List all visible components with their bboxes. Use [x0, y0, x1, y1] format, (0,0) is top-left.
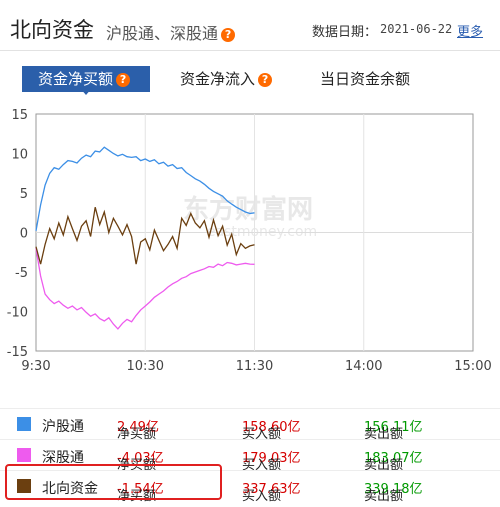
sell-amount: 卖出额 183.07亿	[364, 447, 423, 473]
y-tick-label: -15	[7, 345, 28, 360]
row-divider	[0, 408, 500, 409]
help-icon[interactable]: ?	[221, 28, 236, 42]
legend-row-north: 北向资金 净买额 -1.54亿 买入额 337.63亿 卖出额 339.18亿	[0, 471, 500, 504]
net-label-text: 净买额	[117, 489, 157, 504]
sell-value: 183.07亿	[364, 451, 423, 466]
net-buy-value: -1.54亿	[117, 482, 164, 497]
legend-name: 深股通	[42, 450, 84, 466]
header: 北向资金 沪股通、深股通? 数据日期： 2021-06-22 更多	[0, 0, 500, 52]
active-tab-caret	[80, 88, 92, 95]
buy-value: 337.63亿	[242, 482, 301, 497]
legend-swatch-hgt	[17, 417, 31, 431]
tab-label: 当日资金余额	[320, 70, 411, 88]
buy-amount: 买入额 158.60亿	[242, 416, 301, 442]
tab-net-buy[interactable]: 资金净买额?	[22, 66, 150, 92]
legend-row-hgt: 沪股通 净买额 2.49亿 买入额 158.60亿 卖出额 156.11亿	[0, 409, 500, 442]
legend-row-sgt: 深股通 净买额 -4.03亿 买入额 179.03亿 卖出额 183.07亿	[0, 440, 500, 473]
buy-label-text: 买入额	[242, 489, 282, 504]
data-date: 2021-06-22	[380, 22, 453, 36]
series-line-2	[35, 248, 255, 330]
sell-amount: 卖出额 339.18亿	[364, 478, 423, 504]
sell-label-text: 卖出额	[364, 458, 404, 473]
y-tick-label: -10	[7, 306, 28, 321]
sell-amount: 卖出额 156.11亿	[364, 416, 423, 442]
row-divider	[0, 470, 500, 471]
series-line-1	[35, 146, 255, 232]
series-line-3	[35, 207, 255, 265]
help-icon[interactable]: ?	[116, 73, 131, 87]
net-buy-label: 净买额 2.49亿	[117, 416, 159, 442]
y-tick-label: 0	[20, 227, 28, 242]
net-label-text: 净买额	[117, 427, 157, 442]
buy-amount: 买入额 179.03亿	[242, 447, 301, 473]
page-title: 北向资金	[10, 18, 94, 42]
highlight-box	[5, 464, 222, 500]
sell-label-text: 卖出额	[364, 489, 404, 504]
more-link[interactable]: 更多	[457, 25, 484, 40]
buy-amount: 买入额 337.63亿	[242, 478, 301, 504]
y-tick-label: 15	[11, 108, 28, 123]
buy-label-text: 买入额	[242, 427, 282, 442]
legend-swatch-sgt	[17, 448, 31, 462]
tab-label: 资金净买额	[38, 70, 114, 88]
date-label: 数据日期：	[312, 25, 378, 40]
y-tick-label: 10	[11, 148, 28, 163]
y-tick-label: 5	[20, 187, 28, 202]
net-buy-label: 净买额 -1.54亿	[117, 478, 164, 504]
x-tick-label: 10:30	[127, 359, 164, 374]
tab-daily-balance[interactable]: 当日资金余额	[320, 66, 410, 92]
legend-swatch-north	[17, 479, 31, 493]
tab-bar: 资金净买额? 资金净流入? 当日资金余额	[0, 62, 500, 96]
x-tick-label: 11:30	[236, 359, 273, 374]
tab-net-inflow[interactable]: 资金净流入?	[180, 66, 273, 92]
sell-value: 156.11亿	[364, 420, 423, 435]
x-tick-label: 15:00	[454, 359, 491, 374]
net-buy-value: -4.03亿	[117, 451, 164, 466]
buy-value: 158.60亿	[242, 420, 301, 435]
subtitle-text: 沪股通、深股通	[106, 24, 219, 43]
buy-value: 179.03亿	[242, 451, 301, 466]
legend-name: 沪股通	[42, 419, 84, 435]
net-buy-value: 2.49亿	[117, 420, 159, 435]
sell-label-text: 卖出额	[364, 427, 404, 442]
help-icon[interactable]: ?	[258, 73, 273, 87]
legend-name: 北向资金	[42, 481, 98, 497]
header-divider	[0, 50, 500, 51]
tab-label: 资金净流入	[180, 70, 256, 88]
x-tick-label: 9:30	[21, 359, 50, 374]
watermark-text: 东方财富网	[183, 194, 313, 225]
row-divider	[0, 439, 500, 440]
y-tick-label: -5	[15, 266, 28, 281]
x-tick-label: 14:00	[345, 359, 382, 374]
buy-label-text: 买入额	[242, 458, 282, 473]
sell-value: 339.18亿	[364, 482, 423, 497]
page-subtitle: 沪股通、深股通?	[106, 20, 236, 44]
